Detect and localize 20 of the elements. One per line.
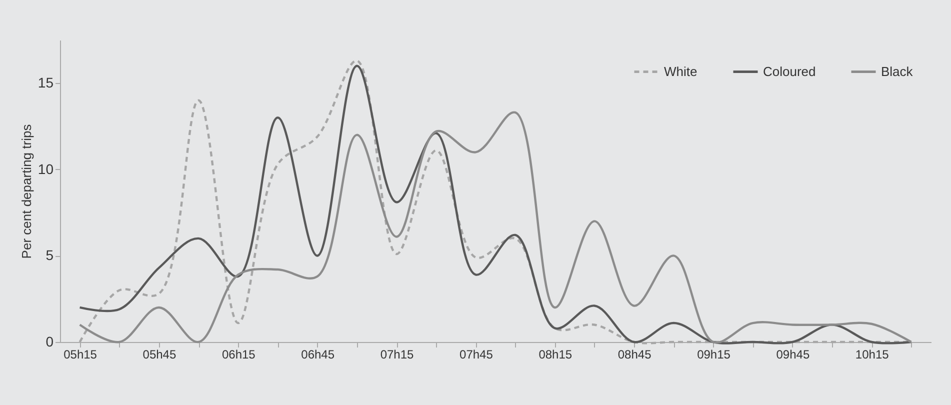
legend-label: White: [664, 64, 698, 79]
x-tick-label: 06h15: [222, 348, 256, 362]
y-tick-label: 15: [38, 74, 54, 91]
x-tick-label: 07h15: [380, 348, 414, 362]
y-tick-label: 5: [46, 247, 54, 264]
x-tick-label: 08h45: [618, 348, 652, 362]
x-tick-label: 09h15: [697, 348, 731, 362]
x-tick-label: 05h45: [142, 348, 176, 362]
x-tick-label: 10h15: [855, 348, 890, 362]
x-tick-label: 08h15: [538, 348, 572, 362]
legend-label: Black: [881, 64, 914, 79]
legend-label: Coloured: [763, 64, 816, 79]
x-tick-label: 06h45: [301, 348, 335, 362]
x-tick-label: 07h45: [460, 348, 494, 362]
x-tick-label: 09h45: [776, 348, 810, 362]
y-axis-title: Per cent departing trips: [18, 124, 34, 259]
x-tick-label: 05h15: [64, 348, 98, 362]
line-series: [78, 111, 912, 344]
y-tick-label: 10: [38, 160, 54, 177]
y-tick-label: 0: [46, 334, 54, 350]
